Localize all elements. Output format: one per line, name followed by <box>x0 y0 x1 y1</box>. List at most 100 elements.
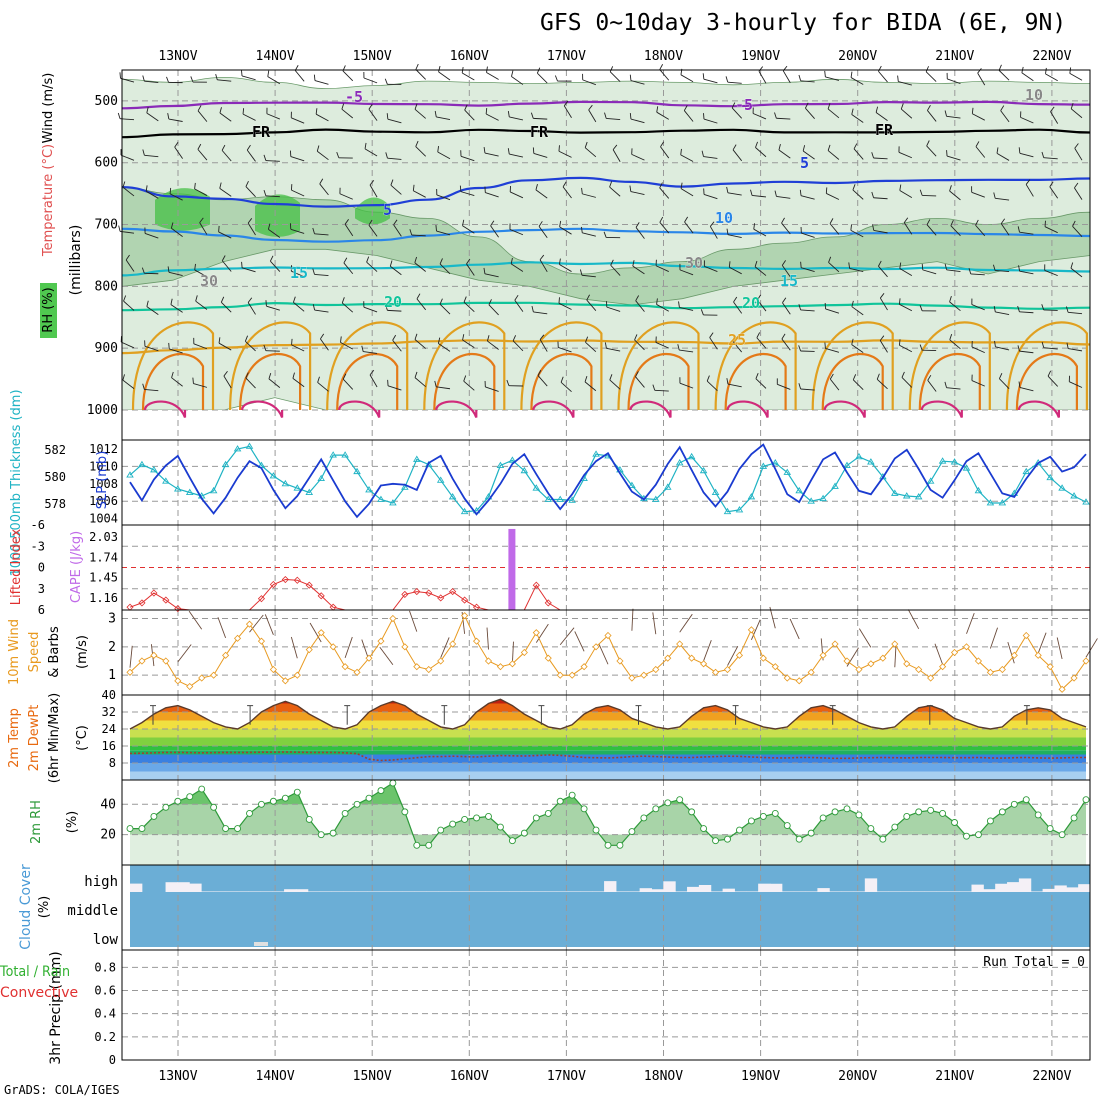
wind-barb <box>266 113 281 120</box>
warm-contour <box>520 321 603 411</box>
cloud-axis-label: Cloud Cover <box>18 864 34 950</box>
wind-barb <box>412 184 415 191</box>
cloud-high-gap <box>900 891 913 892</box>
wind-barb <box>219 182 222 189</box>
thickness-marker <box>496 461 505 468</box>
wind-barb <box>263 344 267 351</box>
wind-barb <box>944 263 948 270</box>
rh-marker <box>401 808 409 816</box>
thickness-marker <box>902 492 911 499</box>
wind-speed-marker <box>425 665 433 674</box>
wind-barb <box>582 232 596 237</box>
wind-barb-10m <box>966 612 975 634</box>
rh-marker <box>353 800 361 808</box>
wind-barb-10m <box>249 614 264 633</box>
thickness-marker <box>520 466 529 474</box>
wind-barb <box>125 259 135 272</box>
wind-barb <box>848 262 851 269</box>
cloud-high-gap <box>639 888 652 892</box>
wind-barb <box>266 305 280 311</box>
thickness-marker <box>281 479 290 487</box>
wind-barb <box>1019 231 1034 235</box>
thickness-marker <box>628 481 636 488</box>
wind-barb <box>436 116 451 121</box>
wind-speed-marker <box>580 663 588 671</box>
wind-barb <box>851 300 854 307</box>
wind-barb <box>312 304 316 311</box>
wind-barb <box>144 233 159 239</box>
wind-barb <box>121 341 135 349</box>
wind-barb <box>635 295 640 301</box>
wind-barb <box>1018 381 1021 388</box>
thickness-marker <box>926 477 935 484</box>
wind-barb <box>871 191 875 198</box>
warm-contour <box>143 400 187 418</box>
wind-tick: 1 <box>108 668 116 683</box>
series-line <box>129 443 1087 519</box>
wind-barb <box>369 184 378 198</box>
wind-barb <box>463 301 475 313</box>
wind-barb <box>464 109 475 121</box>
rh-marker <box>234 825 242 833</box>
wind-speed-marker <box>616 657 624 665</box>
wind-barb <box>996 147 999 154</box>
date-label-top: 15NOV <box>353 49 392 64</box>
temp-axis-label: 2m Temp <box>7 708 22 768</box>
wind-barb <box>317 382 329 392</box>
warm-contour <box>918 352 981 411</box>
wind-speed-marker <box>1058 685 1066 693</box>
wind-barb <box>416 298 427 311</box>
wind-speed-marker <box>831 640 839 648</box>
wind-barb <box>510 257 513 264</box>
wind-barb <box>1021 72 1034 82</box>
wind-barb <box>368 224 378 237</box>
wind-barb <box>1000 105 1005 111</box>
cloud-high-gap <box>604 881 617 892</box>
cloud-high-gap <box>698 884 712 892</box>
temp-tick: 24 <box>102 722 116 736</box>
wind-barb <box>584 381 597 392</box>
wind-barb <box>781 338 791 351</box>
wind-barb <box>798 74 802 81</box>
wind-barb-10m <box>217 617 227 639</box>
cloud-high-gap <box>627 891 641 892</box>
wind-barb <box>778 144 781 151</box>
cloud-high-gap <box>568 891 581 892</box>
wind-barb <box>462 339 475 349</box>
wind-barb <box>245 180 249 187</box>
cloud-high-gap <box>165 882 178 892</box>
wind-barb <box>977 68 982 74</box>
wind-barb <box>829 373 834 380</box>
wind-barb <box>609 181 613 188</box>
wind-barb <box>680 188 694 197</box>
thickness-tick: 580 <box>44 470 66 484</box>
wind-barb <box>975 224 986 237</box>
wind-speed-marker <box>711 668 720 676</box>
temp-band <box>130 750 1086 755</box>
wind-barb <box>386 113 389 120</box>
wind-barb <box>727 81 742 84</box>
li-marker <box>449 588 457 596</box>
thickness-marker <box>687 452 696 460</box>
wind-speed-marker <box>759 654 767 662</box>
cloud-high-gap <box>189 883 202 892</box>
wind-barb <box>265 160 280 162</box>
wind-barb <box>753 223 756 230</box>
warm-contour <box>726 400 769 418</box>
wind-barb <box>363 351 378 354</box>
wind-barb <box>269 255 274 262</box>
thickness-marker <box>675 459 684 466</box>
wind-barb <box>604 342 607 349</box>
wind-barb <box>586 299 597 311</box>
wind-barb <box>944 110 948 117</box>
rh-marker <box>210 803 218 811</box>
wind-barb <box>463 375 467 382</box>
contour-label: 15 <box>780 272 798 290</box>
cloud-high-gap <box>935 891 949 892</box>
wind-barb <box>731 107 743 119</box>
thickness-marker <box>436 476 445 483</box>
wind-barb <box>199 217 204 223</box>
warm-contour <box>229 321 312 411</box>
wind-barb <box>776 117 791 120</box>
wind-barb <box>413 190 426 198</box>
